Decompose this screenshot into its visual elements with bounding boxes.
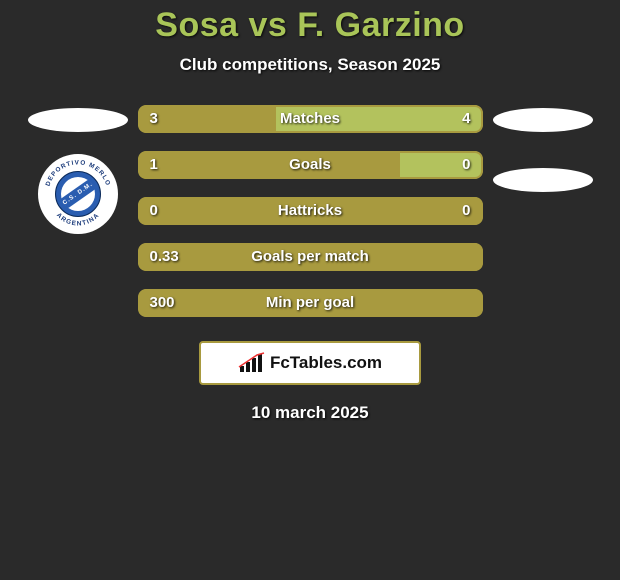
date-label: 10 march 2025 (0, 403, 620, 423)
stat-value-p1: 0.33 (150, 243, 179, 271)
stat-row-1: 10Goals (138, 151, 483, 179)
left-column: DEPORTIVO MERLO ARGENTINA C.S. D.M. (18, 105, 138, 234)
player2-club-icon (493, 168, 593, 192)
stat-value-p2: 4 (462, 105, 470, 133)
stat-row-2: 00Hattricks (138, 197, 483, 225)
stat-bar-p1 (138, 243, 483, 271)
right-column (483, 105, 603, 192)
branding-box: FcTables.com (199, 341, 421, 385)
stat-bar-p1 (138, 105, 276, 133)
player1-club-badge: DEPORTIVO MERLO ARGENTINA C.S. D.M. (38, 154, 118, 234)
stats-bars: 34Matches10Goals00Hattricks0.33Goals per… (138, 105, 483, 317)
player1-flag-icon (28, 108, 128, 132)
stat-row-3: 0.33Goals per match (138, 243, 483, 271)
infographic-root: Sosa vs F. Garzino Club competitions, Se… (0, 0, 620, 580)
page-subtitle: Club competitions, Season 2025 (0, 55, 620, 75)
stat-value-p1: 0 (150, 197, 158, 225)
stat-value-p1: 300 (150, 289, 175, 317)
content-row: DEPORTIVO MERLO ARGENTINA C.S. D.M. 34Ma… (0, 105, 620, 317)
stat-value-p2: 0 (462, 197, 470, 225)
stat-bar-p1 (138, 151, 400, 179)
stat-bar-p1 (138, 289, 483, 317)
player2-flag-icon (493, 108, 593, 132)
stat-row-4: 300Min per goal (138, 289, 483, 317)
stat-value-p2: 0 (462, 151, 470, 179)
stat-bar-p1 (138, 197, 483, 225)
bars-logo-icon (238, 352, 266, 374)
stat-value-p1: 3 (150, 105, 158, 133)
stat-bar-p2 (276, 105, 483, 133)
page-title: Sosa vs F. Garzino (0, 0, 620, 45)
stat-value-p1: 1 (150, 151, 158, 179)
stat-row-0: 34Matches (138, 105, 483, 133)
branding-name: FcTables.com (270, 353, 382, 373)
